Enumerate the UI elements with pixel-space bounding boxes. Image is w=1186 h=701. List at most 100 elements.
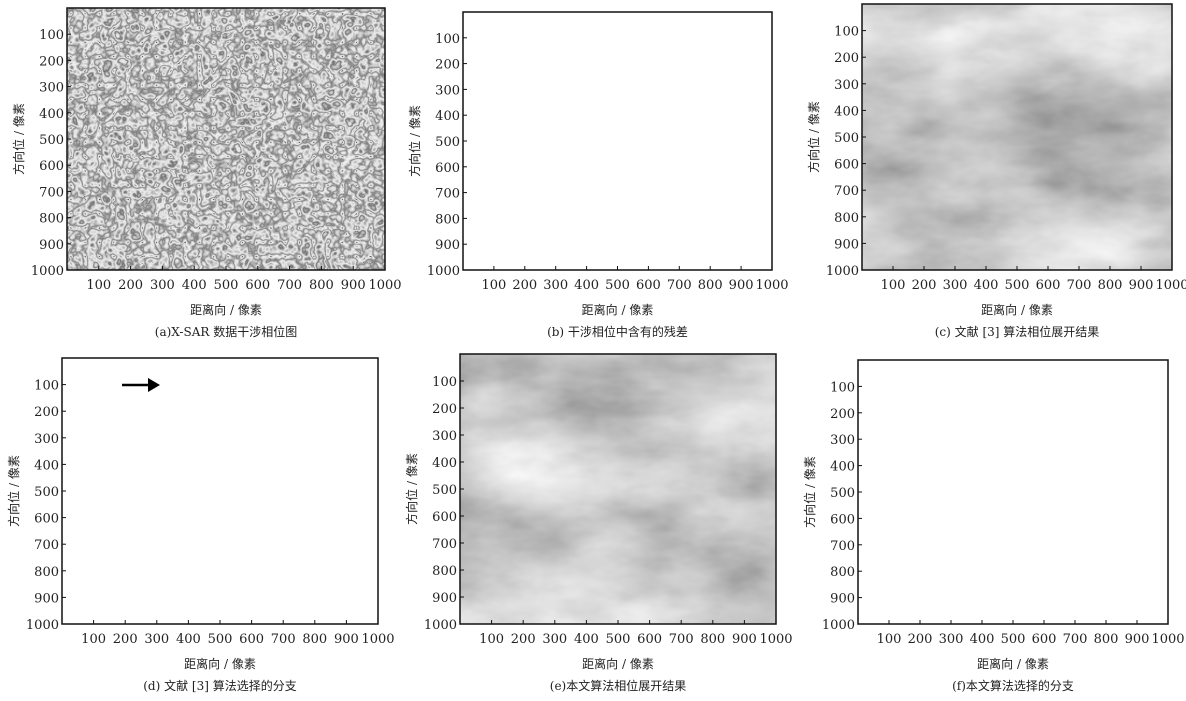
x-tick-label: 400 xyxy=(574,632,599,647)
y-tick-label: 1000 xyxy=(826,264,859,279)
x-tick-label: 100 xyxy=(479,632,504,647)
x-axis-label: 距离向 / 像素 xyxy=(184,656,256,671)
x-tick-label: 200 xyxy=(118,278,143,293)
y-tick-label: 700 xyxy=(830,539,855,554)
y-tick-label: 400 xyxy=(34,458,59,473)
y-tick-label: 300 xyxy=(830,433,855,448)
image xyxy=(862,4,1172,270)
x-tick-label: 900 xyxy=(1129,278,1154,293)
y-tick-label: 300 xyxy=(834,78,859,93)
x-tick-label: 300 xyxy=(543,278,568,293)
x-tick-label: 700 xyxy=(1063,632,1088,647)
x-tick-label: 300 xyxy=(943,278,968,293)
y-tick-label: 800 xyxy=(830,565,855,580)
y-tick-label: 600 xyxy=(432,510,457,525)
x-tick-label: 700 xyxy=(669,632,694,647)
x-tick-label: 400 xyxy=(970,632,995,647)
y-tick-label: 600 xyxy=(435,161,460,176)
x-tick-label: 600 xyxy=(637,632,662,647)
x-axis-label: 距离向 / 像素 xyxy=(981,302,1053,317)
y-tick-label: 800 xyxy=(34,565,59,580)
y-tick-label: 700 xyxy=(435,187,460,202)
x-tick-label: 500 xyxy=(214,278,239,293)
y-tick-label: 900 xyxy=(435,238,460,253)
y-tick-label: 100 xyxy=(34,379,59,394)
y-tick-label: 700 xyxy=(34,538,59,553)
y-tick-label: 100 xyxy=(834,25,859,40)
x-axis-label: 距离向 / 像素 xyxy=(190,302,262,317)
x-tick-label: 700 xyxy=(271,632,296,647)
x-tick-label: 100 xyxy=(877,632,902,647)
x-tick-label: 600 xyxy=(1032,632,1057,647)
y-tick-label: 300 xyxy=(34,432,59,447)
y-tick-label: 700 xyxy=(432,537,457,552)
y-tick-label: 900 xyxy=(432,591,457,606)
x-tick-label: 700 xyxy=(667,278,692,293)
y-tick-label: 900 xyxy=(39,238,64,253)
y-tick-label: 500 xyxy=(34,485,59,500)
y-tick-label: 900 xyxy=(834,237,859,252)
y-tick-label: 400 xyxy=(834,104,859,119)
x-tick-label: 200 xyxy=(512,278,537,293)
y-tick-label: 100 xyxy=(830,380,855,395)
y-axis-label: 方向位 / 像素 xyxy=(407,105,422,177)
x-tick-label: 100 xyxy=(481,278,506,293)
y-axis-label: 方向位 / 像素 xyxy=(11,103,26,175)
image xyxy=(67,8,385,270)
y-tick-label: 1000 xyxy=(427,264,460,279)
y-tick-label: 400 xyxy=(435,109,460,124)
x-tick-label: 300 xyxy=(542,632,567,647)
y-tick-label: 300 xyxy=(435,83,460,98)
x-tick-label: 1000 xyxy=(1151,632,1184,647)
x-tick-label: 700 xyxy=(277,278,302,293)
y-tick-label: 900 xyxy=(34,591,59,606)
y-tick-label: 1000 xyxy=(31,264,64,279)
x-tick-label: 400 xyxy=(182,278,207,293)
x-tick-label: 100 xyxy=(81,632,106,647)
y-tick-label: 800 xyxy=(39,212,64,227)
panel-caption: (a)X-SAR 数据干涉相位图 xyxy=(155,324,297,339)
y-tick-label: 1000 xyxy=(822,618,855,633)
x-tick-label: 200 xyxy=(511,632,536,647)
x-tick-label: 400 xyxy=(176,632,201,647)
y-axis-label: 方向位 / 像素 xyxy=(6,455,21,527)
x-tick-label: 500 xyxy=(606,632,631,647)
panel-caption: (c) 文献 [3] 算法相位展开结果 xyxy=(935,324,1100,339)
x-tick-label: 500 xyxy=(1001,632,1026,647)
y-tick-label: 800 xyxy=(435,212,460,227)
panel-caption: (b) 干涉相位中含有的残差 xyxy=(547,324,688,339)
y-axis-label: 方向位 / 像素 xyxy=(404,453,419,525)
y-tick-label: 400 xyxy=(432,456,457,471)
panel-caption: (d) 文献 [3] 算法选择的分支 xyxy=(143,678,297,693)
y-tick-label: 100 xyxy=(39,28,64,43)
y-tick-label: 700 xyxy=(834,184,859,199)
y-tick-label: 200 xyxy=(432,402,457,417)
y-tick-label: 800 xyxy=(834,211,859,226)
y-tick-label: 200 xyxy=(834,51,859,66)
x-tick-label: 1000 xyxy=(759,632,792,647)
x-tick-label: 1000 xyxy=(361,632,394,647)
panel-caption: (f)本文算法选择的分支 xyxy=(952,678,1074,693)
y-tick-label: 200 xyxy=(830,407,855,422)
panel-caption: (e)本文算法相位展开结果 xyxy=(550,678,686,693)
x-tick-label: 1000 xyxy=(368,278,401,293)
x-tick-label: 100 xyxy=(881,278,906,293)
y-tick-label: 500 xyxy=(39,133,64,148)
x-tick-label: 400 xyxy=(574,278,599,293)
y-tick-label: 100 xyxy=(435,32,460,47)
x-tick-label: 600 xyxy=(636,278,661,293)
x-tick-label: 1000 xyxy=(1155,278,1186,293)
y-tick-label: 200 xyxy=(435,58,460,73)
x-axis-label: 距离向 / 像素 xyxy=(582,656,654,671)
y-tick-label: 400 xyxy=(830,460,855,475)
x-tick-label: 200 xyxy=(113,632,138,647)
x-tick-label: 900 xyxy=(1125,632,1150,647)
x-tick-label: 800 xyxy=(309,278,334,293)
y-axis-label: 方向位 / 像素 xyxy=(802,456,817,528)
image xyxy=(463,12,772,270)
x-tick-label: 800 xyxy=(1098,278,1123,293)
y-tick-label: 300 xyxy=(432,429,457,444)
x-tick-label: 300 xyxy=(150,278,175,293)
